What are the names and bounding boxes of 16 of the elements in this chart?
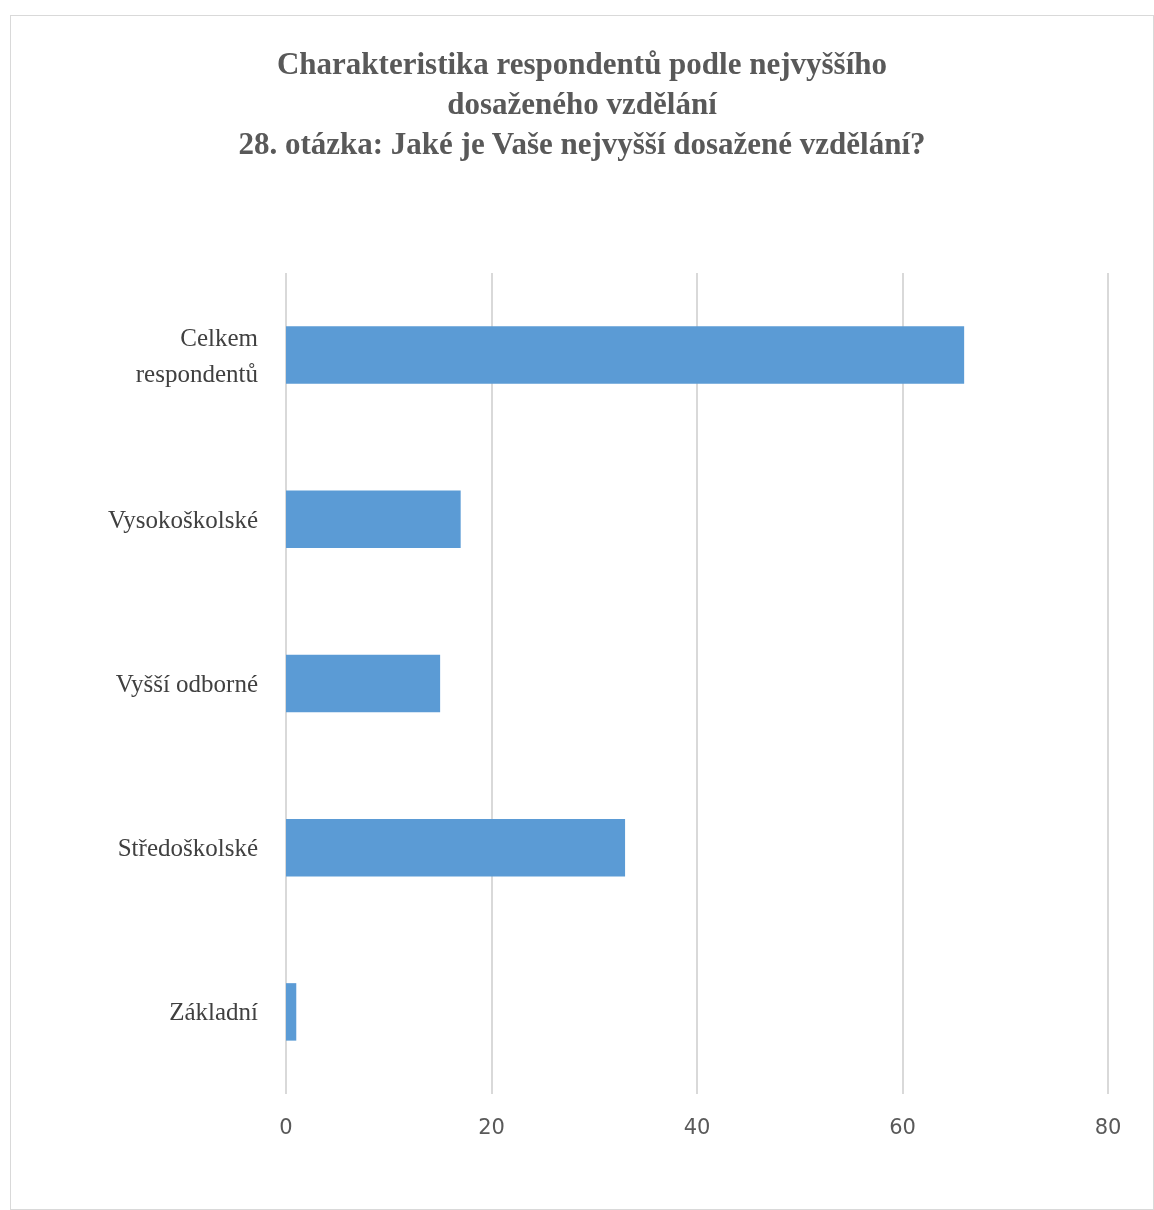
x-tick-label: 40 — [683, 1114, 711, 1139]
y-tick-label: Celkem respondentů — [135, 323, 259, 387]
y-tick-label: Vysokoškolské — [107, 505, 258, 533]
y-tick-label: Vyšší odborné — [115, 670, 258, 697]
x-tick-label: 80 — [1094, 1114, 1122, 1139]
chart-title: Charakteristika respondentů podle nejvyššího dosaženého vzdělání 28. otázka: Jaké je Vaše nejvyšší dosažené vzdělání? — [238, 45, 926, 161]
bar — [286, 983, 297, 1041]
bar — [286, 490, 461, 549]
y-tick-label: Základní — [169, 998, 259, 1026]
bar — [286, 654, 441, 713]
x-tick-label: 60 — [889, 1114, 916, 1139]
bar — [286, 818, 626, 877]
x-tick-label: 20 — [478, 1114, 505, 1139]
y-tick-label: Středoškolské — [117, 834, 258, 862]
bar — [286, 326, 965, 384]
x-tick-label: 0 — [279, 1114, 293, 1139]
